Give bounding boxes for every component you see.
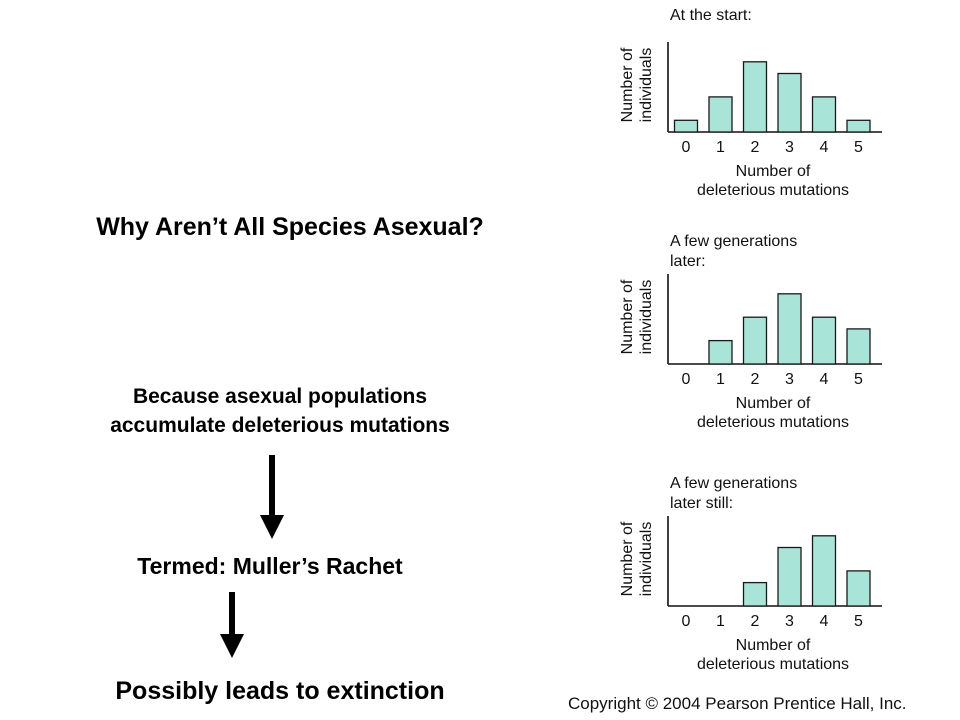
bar <box>777 546 802 607</box>
x-tick-label: 1 <box>716 139 725 156</box>
x-tick-label: 3 <box>785 139 794 156</box>
x-tick-label: 5 <box>854 139 863 156</box>
explanation-line-1: Because asexual populations <box>132 385 428 408</box>
bar <box>811 96 837 133</box>
x-tick-label: 1 <box>716 371 725 388</box>
chart-title-line: At the start: <box>670 7 752 24</box>
explanation-text: Because asexual populations accumulate d… <box>20 382 540 440</box>
down-arrow-icon <box>220 592 244 658</box>
bar <box>777 72 802 133</box>
bar <box>708 339 733 365</box>
x-tick-label: 0 <box>682 371 691 388</box>
x-tick-label: 0 <box>682 613 691 630</box>
bar <box>673 119 699 133</box>
x-axis-label-line: deleterious mutations <box>697 656 849 673</box>
y-axis-label-line: Number of <box>619 279 636 354</box>
x-axis-label-line: deleterious mutations <box>697 182 849 199</box>
y-axis-label-line: individuals <box>638 48 655 123</box>
x-tick-label: 5 <box>854 613 863 630</box>
x-tick-label: 1 <box>716 613 725 630</box>
x-tick-label: 2 <box>751 371 760 388</box>
bar <box>846 570 871 607</box>
bar <box>846 119 871 133</box>
x-axis-label-line: Number of <box>736 163 811 180</box>
bar <box>811 316 837 365</box>
y-axis-label-line: individuals <box>638 280 655 355</box>
x-tick-label: 5 <box>854 371 863 388</box>
x-axis-label-line: deleterious mutations <box>697 414 849 431</box>
conclusion-text: Possibly leads to extinction <box>115 677 445 705</box>
x-tick-label: 4 <box>820 371 829 388</box>
x-tick-label: 2 <box>751 139 760 156</box>
bar <box>708 96 733 133</box>
bar <box>811 535 837 607</box>
bar <box>742 61 768 133</box>
chart-title-line: later still: <box>670 495 733 512</box>
copyright-text: Copyright © 2004 Pearson Prentice Hall, … <box>568 694 907 713</box>
explanation-line-2: accumulate deleterious mutations <box>110 414 450 437</box>
x-tick-label: 3 <box>785 371 794 388</box>
y-axis-label-line: Number of <box>619 47 636 122</box>
x-tick-label: 3 <box>785 613 794 630</box>
bar <box>742 581 768 607</box>
down-arrow-icon <box>260 455 284 539</box>
x-tick-label: 0 <box>682 139 691 156</box>
bar <box>742 316 768 365</box>
y-axis-label-line: Number of <box>619 521 636 596</box>
slide-title: Why Aren’t All Species Asexual? <box>96 213 484 241</box>
y-axis-label-line: individuals <box>638 522 655 597</box>
x-axis-label-line: Number of <box>736 637 811 654</box>
bar <box>777 293 802 365</box>
termed-text: Termed: Muller’s Rachet <box>137 553 403 579</box>
chart-title-line: A few generations <box>670 475 797 492</box>
chart-title-line: later: <box>670 253 706 270</box>
x-tick-label: 2 <box>751 613 760 630</box>
x-axis-label-line: Number of <box>736 395 811 412</box>
bar <box>846 328 871 365</box>
chart-title-line: A few generations <box>670 233 797 250</box>
x-tick-label: 4 <box>820 139 829 156</box>
x-tick-label: 4 <box>820 613 829 630</box>
